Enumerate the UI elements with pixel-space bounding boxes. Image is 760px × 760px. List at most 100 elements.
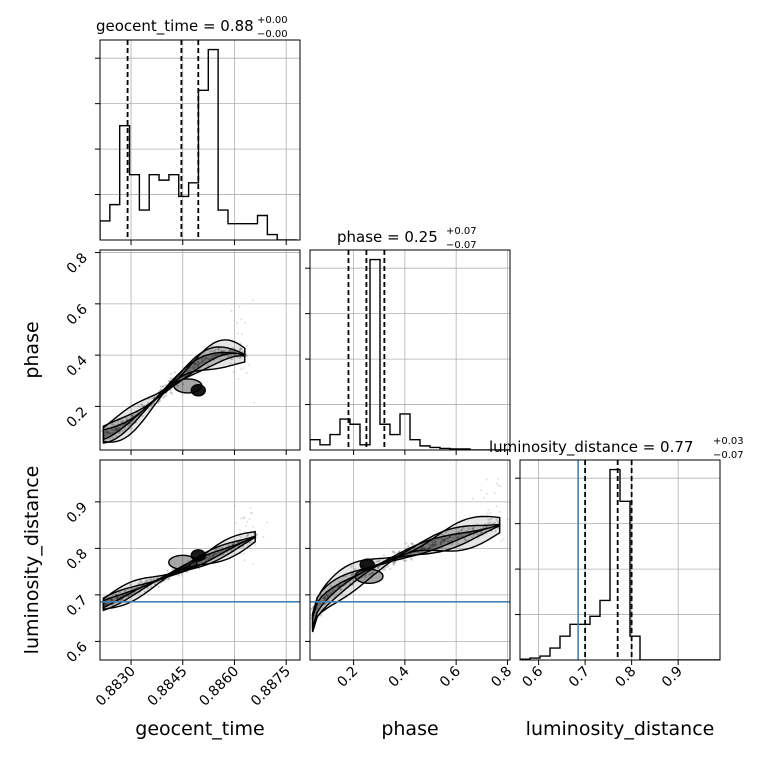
sample-point — [323, 596, 326, 599]
sample-point — [186, 370, 189, 373]
sample-point — [344, 574, 347, 578]
sample-point — [197, 363, 200, 366]
sample-point — [104, 602, 107, 605]
sample-point — [239, 342, 242, 345]
sample-point — [228, 349, 231, 352]
y-tick-label: 0.8 — [64, 250, 91, 277]
sample-point — [124, 589, 127, 593]
sample-point — [427, 542, 430, 545]
histogram-luminosity-distance — [520, 468, 720, 660]
x-tick-label: 0.7 — [566, 664, 593, 691]
sample-point — [138, 582, 141, 585]
sample-point — [161, 385, 164, 388]
sample-point — [110, 598, 113, 602]
sample-point — [348, 581, 351, 584]
sample-point — [205, 357, 208, 360]
sample-point — [340, 588, 343, 591]
sample-point — [141, 414, 144, 418]
sample-point — [108, 431, 111, 435]
sample-point — [392, 561, 395, 564]
x-tick-label: 0.6 — [437, 663, 464, 690]
sample-point — [431, 543, 434, 546]
sample-point — [167, 577, 170, 580]
sample-point — [150, 405, 153, 408]
panel-frame — [309, 249, 511, 451]
sample-point — [502, 538, 505, 541]
sample-point — [188, 367, 191, 370]
sample-point — [305, 623, 307, 625]
sample-point — [407, 544, 410, 547]
sample-point — [109, 436, 112, 440]
sample-point — [319, 602, 322, 606]
sample-point — [199, 362, 202, 365]
sample-point — [132, 419, 135, 422]
sample-point — [480, 489, 483, 492]
sample-point — [212, 554, 215, 557]
title-phase-upper: +0.07 — [446, 226, 477, 237]
histogram-geocent-time — [100, 48, 297, 240]
sample-point — [254, 544, 257, 547]
sample-point — [227, 544, 230, 547]
sample-point — [185, 570, 188, 574]
sample-point — [104, 431, 107, 434]
sample-point — [433, 543, 436, 547]
sample-point — [385, 566, 388, 569]
sample-point — [132, 591, 135, 595]
sample-point — [239, 368, 242, 371]
sample-point — [208, 358, 211, 361]
sample-point — [351, 572, 354, 575]
sample-point — [163, 395, 166, 398]
sample-point — [447, 540, 450, 543]
title-geocent-time: geocent_time = 0.88 — [96, 17, 254, 36]
sample-point — [452, 536, 455, 539]
sample-point — [515, 520, 517, 522]
panel-content — [101, 299, 256, 444]
sample-point — [370, 572, 373, 575]
sample-point — [371, 572, 374, 575]
sample-point — [106, 431, 109, 434]
ylabel-phase: phase — [21, 321, 43, 378]
sample-point — [239, 348, 242, 351]
sample-point — [105, 429, 108, 432]
sample-point — [151, 578, 154, 581]
y-tick-label: 0.9 — [64, 499, 91, 526]
sample-point — [132, 414, 135, 417]
sample-point — [323, 597, 326, 601]
sample-point — [219, 358, 222, 361]
sample-point — [236, 332, 239, 335]
sample-point — [116, 597, 119, 600]
sample-point — [204, 558, 207, 562]
sample-point — [130, 421, 133, 424]
sample-point — [433, 543, 436, 546]
sample-point — [193, 362, 196, 365]
sample-point — [369, 573, 372, 576]
sample-point — [131, 415, 134, 418]
sample-point — [230, 309, 233, 312]
sample-point — [393, 562, 396, 565]
sample-point — [177, 385, 180, 388]
sample-point — [496, 520, 500, 523]
sample-point — [440, 538, 443, 541]
sample-point — [430, 543, 433, 547]
sample-point — [148, 408, 151, 411]
sample-point — [204, 358, 207, 361]
panel-frame — [519, 459, 721, 661]
sample-point — [375, 560, 378, 563]
y-tick-label: 0.8 — [64, 546, 91, 573]
sample-point — [119, 599, 122, 602]
sample-point — [114, 429, 118, 432]
sample-point — [213, 549, 216, 552]
sample-point — [123, 427, 126, 430]
sample-point — [162, 385, 165, 388]
sample-point — [104, 602, 107, 606]
sample-point — [479, 531, 482, 535]
sample-point — [352, 579, 355, 582]
sample-point — [471, 497, 474, 500]
sample-point — [118, 426, 121, 430]
sample-point — [494, 529, 497, 532]
sample-point — [327, 594, 330, 598]
sample-point — [243, 515, 246, 518]
sample-point — [166, 578, 169, 581]
sample-point — [242, 545, 245, 548]
